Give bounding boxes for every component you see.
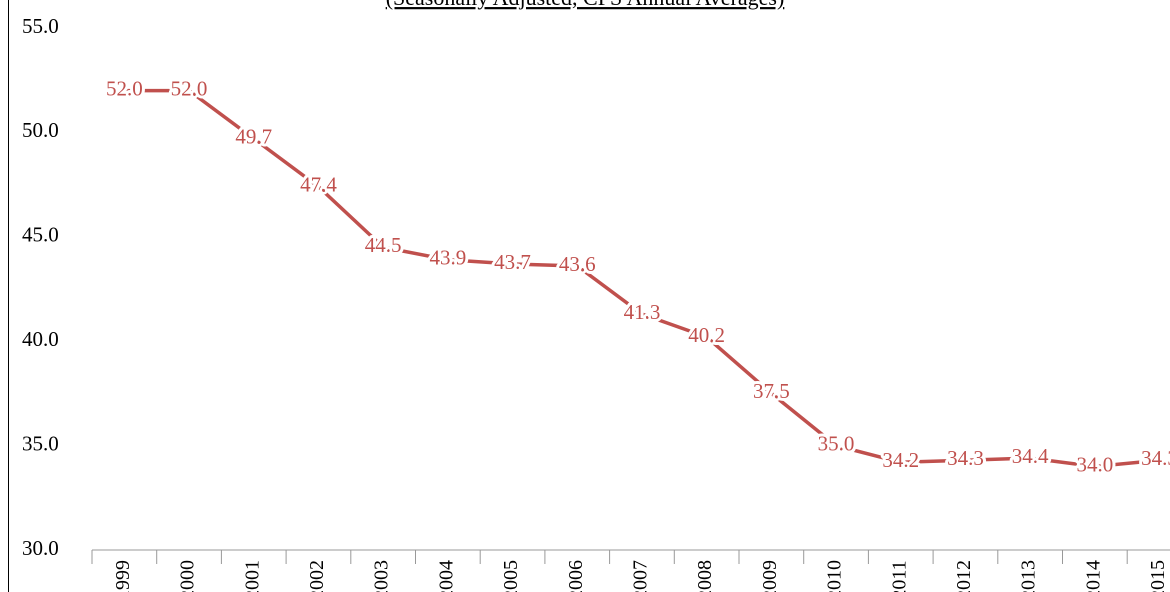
data-line [124,88,1160,469]
data-label: 49.7 [235,124,272,148]
data-label: 34.0 [1076,452,1113,476]
x-tick-label: 2009 [759,560,781,592]
data-label: 43.7 [494,250,531,274]
data-label: 52.0 [106,76,143,100]
x-tick-label: 2014 [1082,560,1104,592]
x-tick-label: 2005 [500,560,522,592]
x-tick-label: 2002 [306,560,328,592]
data-label: 34.4 [1012,444,1049,468]
data-label: 35.0 [818,431,855,455]
x-tick-label: 2000 [177,560,199,592]
y-tick-label: 50.0 [22,118,59,142]
data-label: 41.3 [624,300,661,324]
y-tick-label: 40.0 [22,327,59,351]
data-label: 34.2 [882,448,919,472]
y-tick-label: 55.0 [22,14,59,38]
data-label: 37.5 [753,379,790,403]
x-tick-label: 2004 [435,560,457,592]
data-label: 44.5 [365,233,402,257]
data-label: 52.0 [171,76,208,100]
x-tick-label: 2013 [1018,560,1040,592]
x-tick-label: 2001 [241,560,263,592]
x-tick-label: 2012 [953,560,975,592]
chart-subtitle: (Seasonally Adjusted, CPS Annual Average… [386,0,785,10]
data-label: 43.6 [559,252,596,276]
y-tick-label: 35.0 [22,431,59,455]
x-tick-label: 2011 [888,560,910,592]
x-tick-label: 1999 [112,560,134,592]
data-label: 40.2 [688,323,725,347]
x-tick-label: 2006 [565,560,587,592]
y-tick-label: 45.0 [22,223,59,247]
x-tick-label: 2003 [371,560,393,592]
y-tick-label: 30.0 [22,536,59,560]
data-label: 34.3 [1141,446,1170,470]
x-tick-label: 2010 [824,560,846,592]
x-tick-label: 2008 [694,560,716,592]
data-label: 43.9 [429,246,466,270]
x-tick-label: 2015 [1147,560,1169,592]
x-tick-label: 2007 [630,560,652,592]
data-label: 34.3 [947,446,984,470]
data-label: 47.4 [300,173,337,197]
